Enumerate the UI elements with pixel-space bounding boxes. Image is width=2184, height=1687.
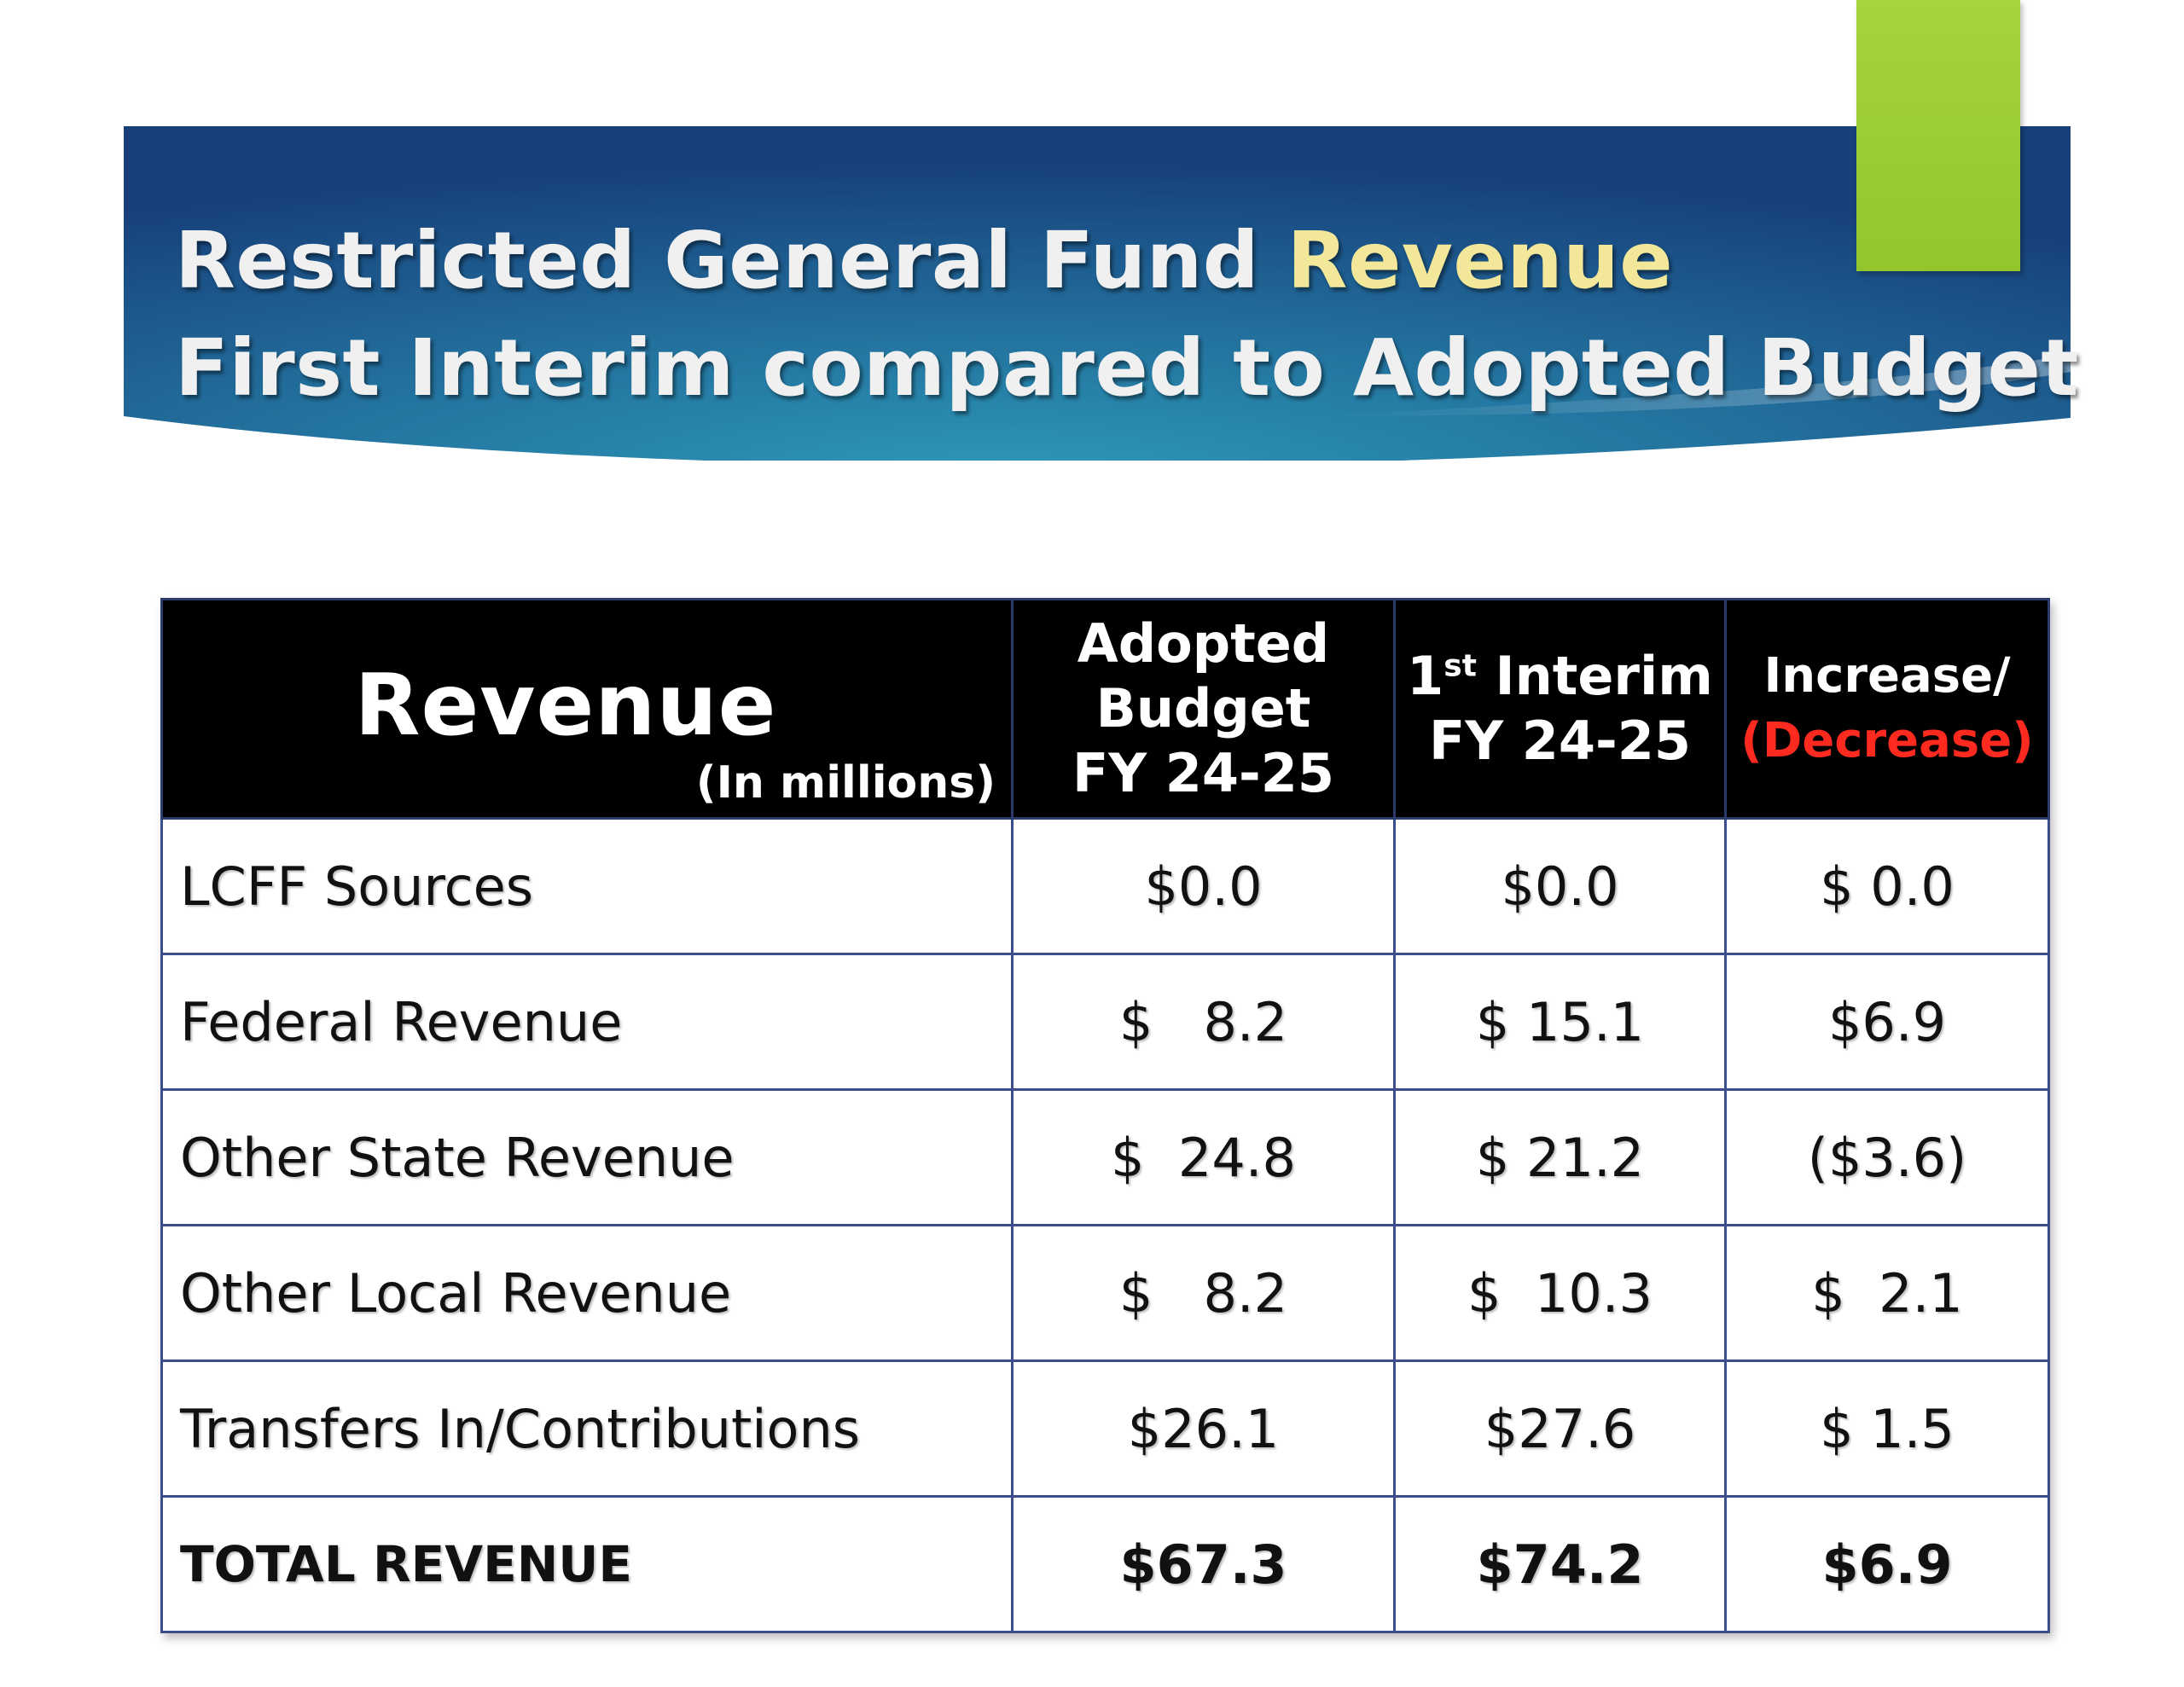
- title-banner-background: [124, 126, 2071, 461]
- title-banner: [124, 126, 2071, 461]
- header-interim-num: 1: [1407, 645, 1444, 707]
- accent-tab: [1856, 0, 2020, 271]
- header-revenue-unit: (In millions): [695, 757, 996, 809]
- interim-value: $27.6: [1393, 1359, 1727, 1498]
- header-interim-sup: st: [1443, 648, 1477, 684]
- header-adopted-budget: Adopted Budget FY 24-25: [1011, 598, 1396, 820]
- header-adopted-line2: Budget: [1095, 677, 1311, 739]
- change-value: $ 1.5: [1724, 1359, 2050, 1498]
- row-label: LCFF Sources: [160, 817, 1014, 955]
- change-value-decrease: ($3.6): [1724, 1088, 2050, 1226]
- header-change-line1: Increase/: [1763, 648, 2011, 704]
- total-adopted: $67.3: [1011, 1495, 1396, 1633]
- change-value: $ 2.1: [1724, 1224, 2050, 1362]
- header-interim-line2: FY 24-25: [1428, 710, 1692, 772]
- row-label: Other Local Revenue: [160, 1224, 1014, 1362]
- header-adopted-line1: Adopted: [1077, 612, 1330, 675]
- adopted-value: $ 8.2: [1011, 1224, 1396, 1362]
- adopted-value: $26.1: [1011, 1359, 1396, 1498]
- header-revenue-label: Revenue: [354, 655, 777, 755]
- interim-value: $ 10.3: [1393, 1224, 1727, 1362]
- table-row: Other Local Revenue $ 8.2 $ 10.3 $ 2.1: [160, 1224, 2050, 1362]
- interim-value: $0.0: [1393, 817, 1727, 955]
- interim-value: $ 21.2: [1393, 1088, 1727, 1226]
- page-title-line1: Restricted General Fund Revenue: [175, 215, 1673, 306]
- header-revenue: Revenue (In millions): [160, 598, 1014, 820]
- table-row: Transfers In/Contributions $26.1 $27.6 $…: [160, 1359, 2050, 1498]
- title-prefix: Restricted General Fund: [175, 215, 1287, 306]
- table-header-row: Revenue (In millions) Adopted Budget FY …: [160, 598, 2050, 820]
- title-highlight: Revenue: [1287, 215, 1674, 306]
- adopted-value: $ 24.8: [1011, 1088, 1396, 1226]
- revenue-table: Revenue (In millions) Adopted Budget FY …: [160, 598, 2050, 1633]
- header-adopted-line3: FY 24-25: [1072, 742, 1335, 804]
- total-label: TOTAL REVENUE: [160, 1495, 1014, 1633]
- header-change-line2: (Decrease): [1740, 713, 2034, 768]
- row-label: Other State Revenue: [160, 1088, 1014, 1226]
- adopted-value: $0.0: [1011, 817, 1396, 955]
- adopted-value: $ 8.2: [1011, 953, 1396, 1091]
- header-interim-line1: 1st Interim: [1396, 644, 1724, 709]
- interim-value: $ 15.1: [1393, 953, 1727, 1091]
- header-first-interim: 1st Interim FY 24-25: [1393, 598, 1727, 820]
- total-change: $6.9: [1724, 1495, 2050, 1633]
- table-row: Other State Revenue $ 24.8 $ 21.2 ($3.6): [160, 1088, 2050, 1226]
- table-row: LCFF Sources $0.0 $0.0 $ 0.0: [160, 817, 2050, 955]
- row-label: Transfers In/Contributions: [160, 1359, 1014, 1498]
- change-value: $ 0.0: [1724, 817, 2050, 955]
- total-interim: $74.2: [1393, 1495, 1727, 1633]
- table-row: Federal Revenue $ 8.2 $ 15.1 $6.9: [160, 953, 2050, 1091]
- change-value: $6.9: [1724, 953, 2050, 1091]
- row-label: Federal Revenue: [160, 953, 1014, 1091]
- header-increase-decrease: Increase/ (Decrease): [1724, 598, 2050, 820]
- header-interim-rest: Interim: [1476, 645, 1713, 707]
- total-row: TOTAL REVENUE $67.3 $74.2 $6.9: [160, 1495, 2050, 1633]
- page-title-line2: First Interim compared to Adopted Budget: [175, 322, 2079, 414]
